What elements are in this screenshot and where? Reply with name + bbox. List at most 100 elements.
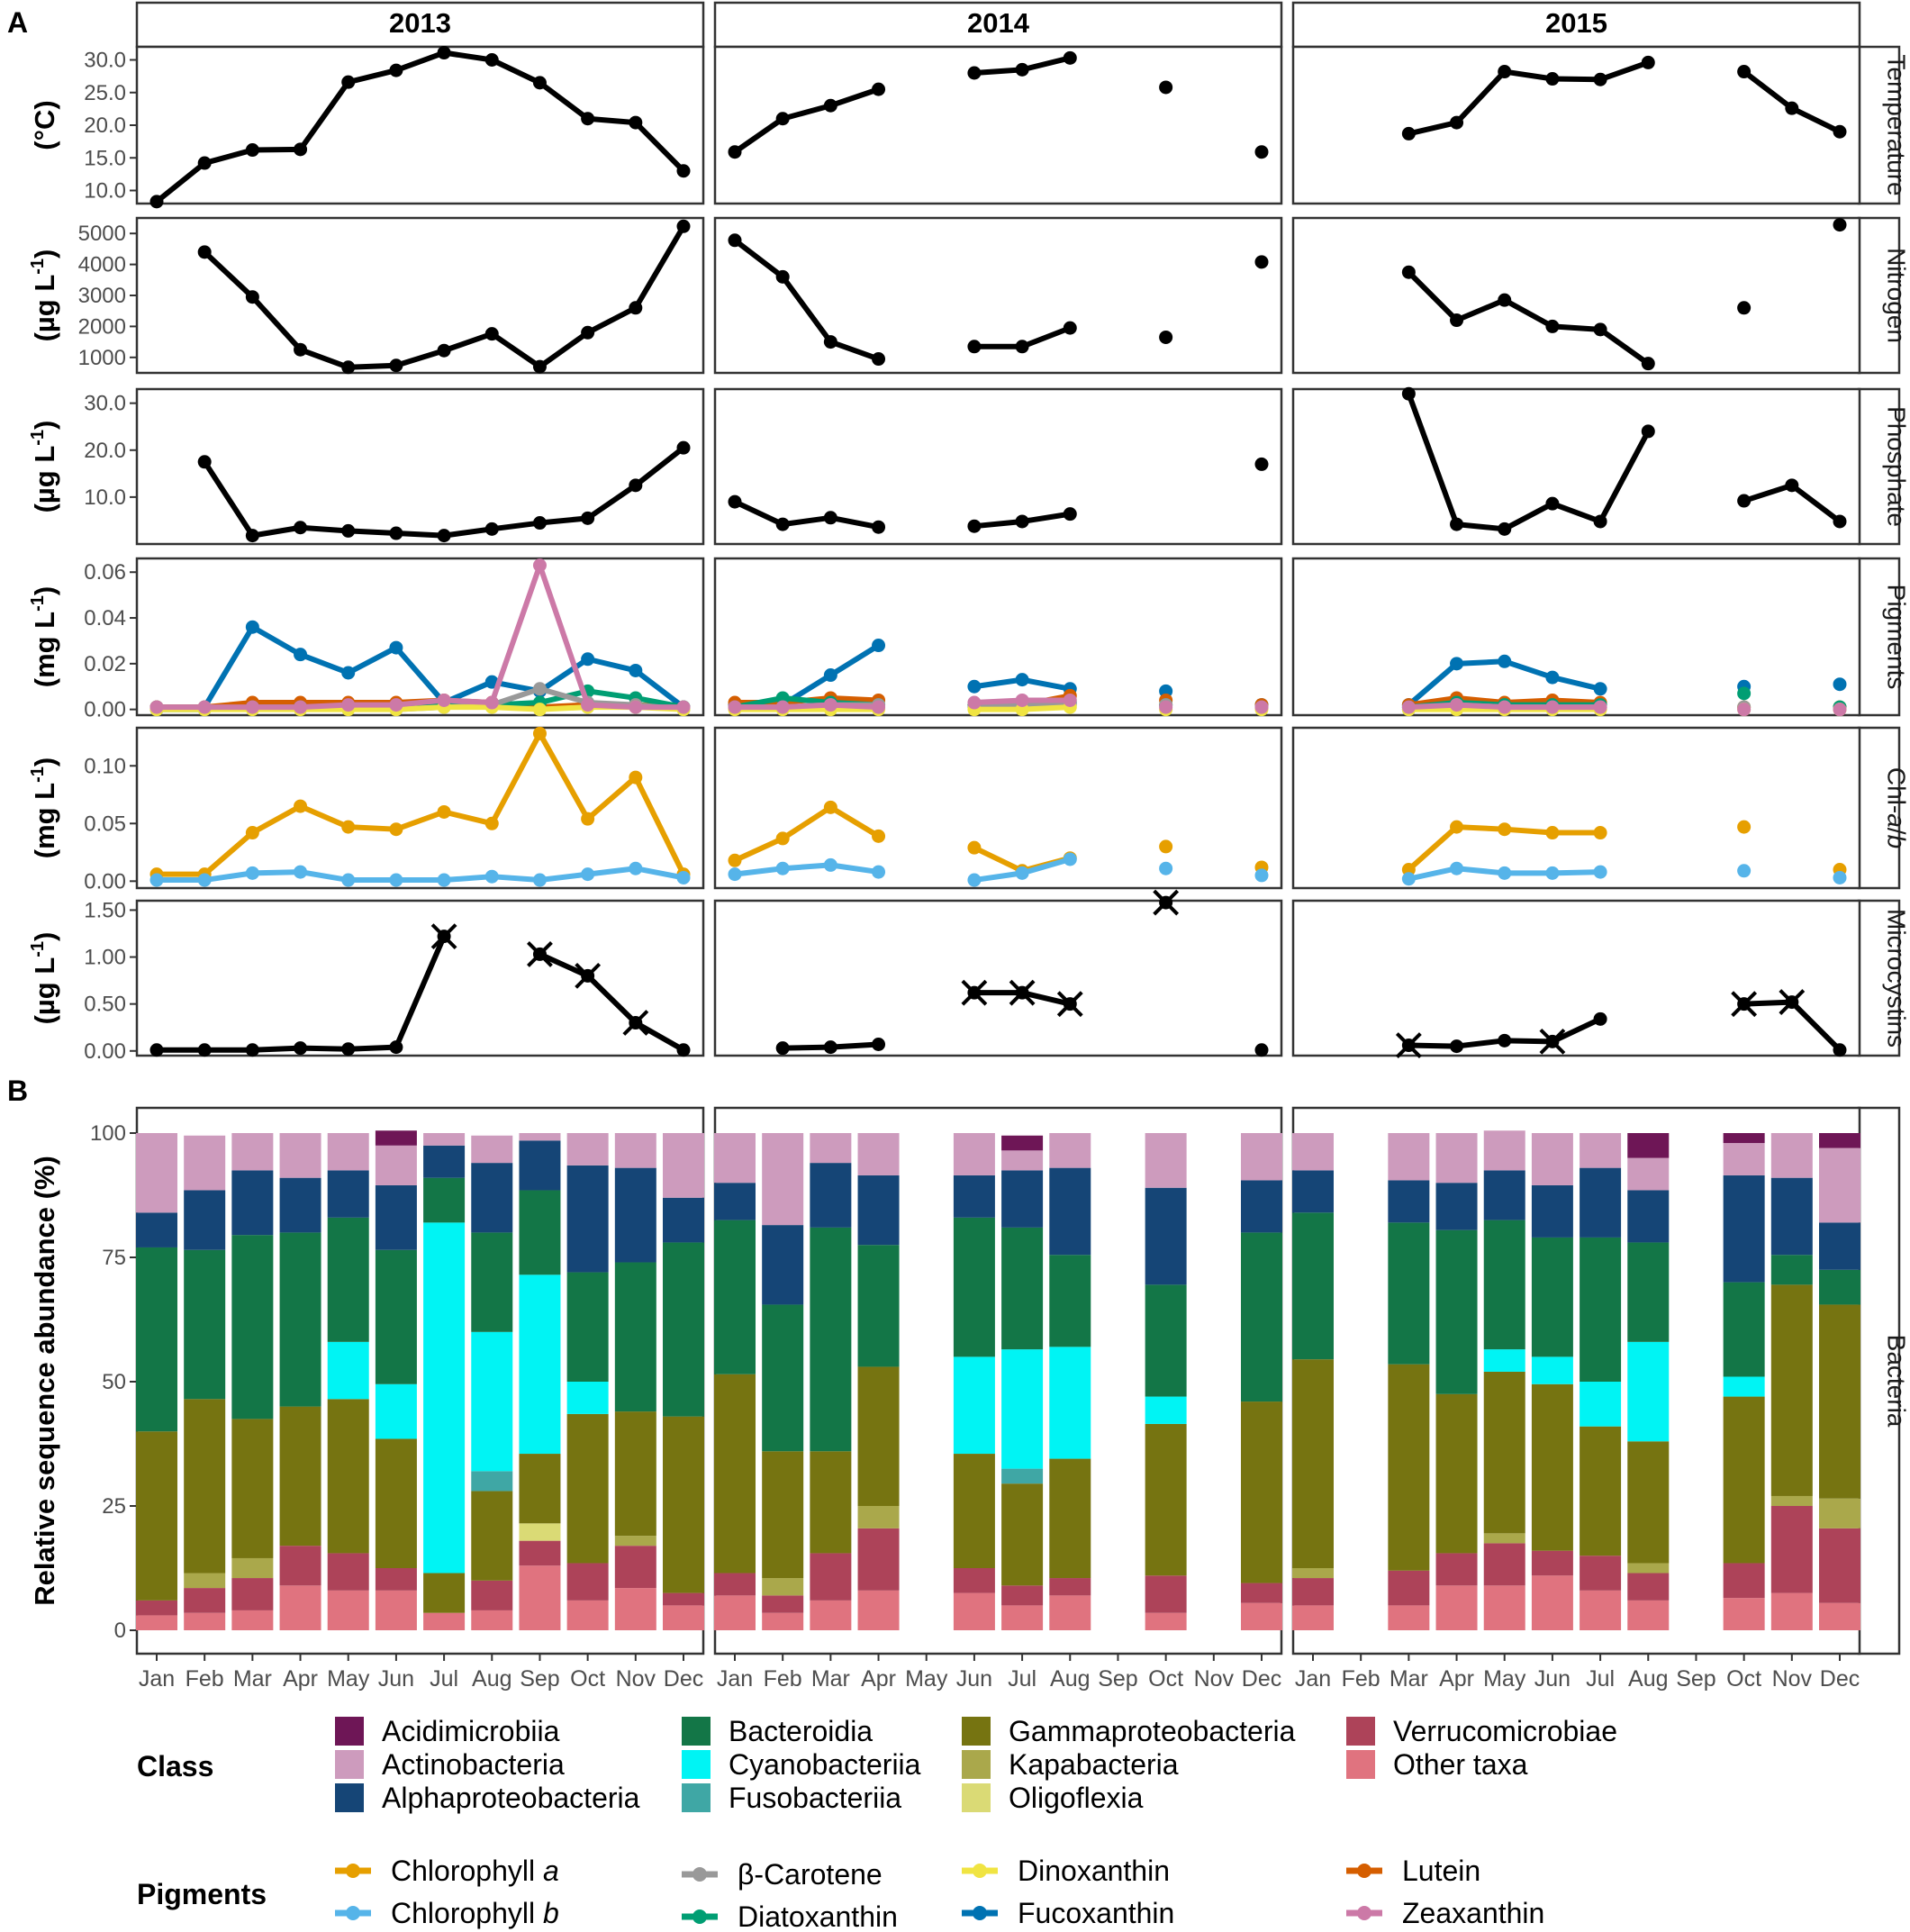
bar-segment-cyanobacteriia-oct — [566, 1382, 609, 1414]
legend-label-dinoxanthin: Dinoxanthin — [1018, 1855, 1170, 1887]
bar-segment-verrucomicrobiae-nov — [1770, 1506, 1813, 1593]
data-point-nitrogen-jun — [389, 358, 403, 373]
bar-segment-verrucomicrobiae-jan — [136, 1600, 177, 1616]
data-point-zeaxanthin-sep — [532, 558, 547, 573]
bar-segment-kapabacteria-feb — [762, 1578, 804, 1596]
y-tick-label: 15.0 — [84, 146, 126, 170]
facet-frame — [713, 726, 1283, 890]
bar-segment-kapabacteria-may — [1483, 1533, 1525, 1544]
bar-segment-bacteroidia-jun — [953, 1217, 995, 1357]
data-point-temperature-apr — [1450, 115, 1464, 130]
microcystins-strip-label: Microcystins — [1883, 909, 1910, 1048]
bar-segment-bacteroidia-jul — [1001, 1227, 1044, 1350]
bar-segment-alphaproteobacteria-jul — [1580, 1167, 1622, 1238]
data-point-phosphate-apr — [872, 520, 886, 534]
data-point-phosphate-feb — [775, 517, 790, 531]
series-line-phosphate — [1406, 391, 1652, 532]
data-point-microcystins-apr — [1450, 1039, 1464, 1054]
data-point-temperature-mar — [1401, 126, 1416, 141]
data-point-zeaxanthin-jul — [1593, 700, 1607, 714]
data-point-chlorophyll-b-jun — [967, 873, 982, 887]
y-label-end: ) — [29, 757, 60, 766]
data-point-temperature-mar — [823, 98, 837, 113]
x-tick-label-jul: Jul — [1586, 1666, 1615, 1692]
panel-label-b: B — [7, 1075, 28, 1107]
pigments-facet-2013 — [135, 557, 705, 717]
x-tick-label-nov: Nov — [1772, 1666, 1813, 1692]
bar-segment-other-taxa-jul — [423, 1612, 466, 1630]
data-point-temperature-sep — [532, 76, 547, 90]
data-point-chlorophyll-b-jul — [1015, 866, 1029, 880]
bar-segment-acidimicrobiia-jun — [375, 1130, 417, 1146]
series-zeaxanthin — [149, 558, 691, 714]
y-tick-label: 5000 — [78, 222, 126, 246]
chl-y-label: (mg L-1) — [28, 757, 60, 859]
bar-segment-cyanobacteriia-sep — [519, 1274, 561, 1455]
bar-segment-other-taxa-nov — [614, 1588, 656, 1630]
cross-marker-oct — [1731, 991, 1758, 1018]
bar-segment-gammaproteobacteria-mar — [231, 1419, 274, 1558]
bacteria-y-label: Relative sequence abundance (%) — [29, 1156, 60, 1606]
data-point-temperature-dec — [1254, 145, 1269, 159]
x-tick-label-jun: Jun — [1534, 1666, 1571, 1692]
bar-segment-gammaproteobacteria-aug — [1627, 1441, 1670, 1564]
y-tick-label: 20.0 — [84, 113, 126, 138]
bar-segment-other-taxa-apr — [279, 1585, 321, 1630]
microcystins-facet-2014 — [713, 889, 1283, 1057]
legend-label-kapabacteria: Kapabacteria — [1009, 1748, 1179, 1781]
data-point-zeaxanthin-dec — [676, 700, 691, 714]
bar-segment-other-taxa-mar — [231, 1610, 274, 1630]
bar-segment-gammaproteobacteria-dec — [1819, 1304, 1860, 1499]
bar-segment-other-taxa-jun — [1531, 1575, 1573, 1630]
temperature-facet-2014 — [713, 45, 1283, 205]
data-point-chlorophyll-b-mar — [823, 857, 837, 872]
bar-segment-kapabacteria-apr — [857, 1506, 900, 1528]
data-point-phosphate-dec — [676, 440, 691, 455]
chl-facet-2015 — [1291, 726, 1861, 890]
bar-segment-other-taxa-oct — [1723, 1598, 1765, 1630]
bar-segment-cyanobacteriia-jul — [423, 1222, 466, 1574]
data-point-temperature-oct — [1159, 80, 1173, 95]
bar-segment-actinobacteria-apr — [1435, 1133, 1478, 1184]
series-phosphate — [197, 440, 691, 543]
data-point-chlorophyll-b-mar — [245, 866, 259, 880]
facet-frame — [713, 1106, 1283, 1655]
bar-segment-verrucomicrobiae-dec — [1819, 1528, 1860, 1603]
bar-segment-other-taxa-may — [327, 1590, 369, 1630]
data-point-microcystins-mar — [823, 1040, 837, 1055]
panel-label-a: A — [7, 6, 28, 39]
legend-label-alphaproteobacteria: Alphaproteobacteria — [382, 1782, 640, 1814]
bar-segment-verrucomicrobiae-nov — [614, 1546, 656, 1589]
data-point-phosphate-sep — [532, 516, 547, 531]
x-tick-label-may: May — [327, 1666, 370, 1692]
bar-segment-gammaproteobacteria-dec — [663, 1416, 704, 1593]
data-point-fucoxanthin-jul — [1593, 682, 1607, 696]
y-tick-label: 0 — [114, 1619, 126, 1643]
series-line-chlorophyll-b — [732, 862, 882, 877]
series-nitrogen — [728, 233, 1269, 367]
bar-segment-verrucomicrobiae-jan — [1292, 1578, 1334, 1606]
temperature-strip-label: Temperature — [1883, 54, 1910, 195]
data-point-chlorophyll-b-feb — [197, 873, 212, 887]
data-point-chlorophyll-b-mar — [1401, 872, 1416, 886]
data-point-nitrogen-apr — [872, 352, 886, 367]
bar-segment-bacteroidia-apr — [1435, 1229, 1478, 1394]
bar-segment-actinobacteria-jan — [136, 1133, 177, 1213]
legend-key-fusobacteriia — [682, 1783, 711, 1812]
y-tick-label: 20.0 — [84, 439, 126, 463]
bar-segment-gammaproteobacteria-mar — [1388, 1364, 1430, 1571]
data-point-phosphate-jun — [389, 526, 403, 540]
data-point-phosphate-aug — [484, 522, 499, 536]
data-point-temperature-nov — [1785, 101, 1799, 115]
bar-segment-alphaproteobacteria-aug — [471, 1163, 513, 1233]
facet-frame — [135, 557, 705, 717]
data-point-temperature-jun — [967, 66, 982, 80]
bar-segment-actinobacteria-sep — [519, 1133, 561, 1141]
data-point-zeaxanthin-apr — [872, 700, 886, 714]
bar-segment-verrucomicrobiae-oct — [1723, 1563, 1765, 1599]
bacteria-facet-2014 — [713, 1106, 1283, 1655]
year-strips: 2013 2014 2015 — [135, 1, 1861, 49]
bar-segment-verrucomicrobiae-jun — [953, 1568, 995, 1593]
bar-segment-actinobacteria-mar — [231, 1133, 274, 1171]
series-line-phosphate — [732, 499, 882, 531]
